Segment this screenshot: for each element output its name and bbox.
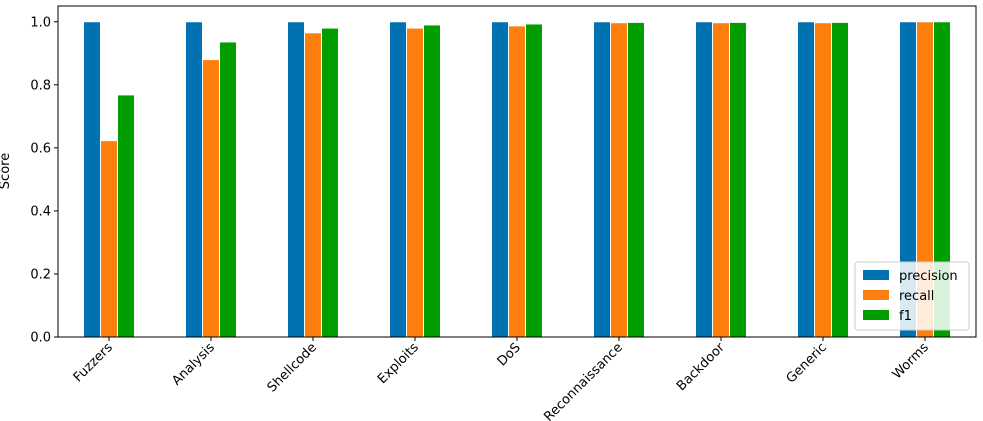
legend-swatch-recall (863, 290, 889, 300)
x-tick-label: Reconnaissance (541, 340, 626, 421)
bar-recall-dos (508, 25, 526, 338)
bar-recall-shellcode (304, 32, 322, 338)
bar-precision-fuzzers (83, 21, 101, 338)
bar-precision-reconnaissance (593, 21, 611, 338)
bars-group (83, 21, 951, 338)
bar-f1-exploits (423, 24, 441, 338)
bar-precision-dos (491, 21, 509, 338)
bar-precision-exploits (389, 21, 407, 338)
x-tick-label: Backdoor (674, 340, 728, 394)
bar-f1-generic (831, 21, 849, 338)
bar-precision-shellcode (287, 21, 305, 338)
x-tick-label: Generic (784, 340, 830, 386)
bar-precision-analysis (185, 21, 203, 338)
bar-recall-generic (814, 22, 832, 338)
y-axis-label: Score (0, 153, 13, 189)
legend-swatch-precision (863, 270, 889, 280)
x-axis: Fuzzers Analysis Shellcode Exploits DoS Recon… (71, 337, 932, 421)
y-tick-label: 0.4 (30, 204, 51, 219)
bar-recall-reconnaissance (610, 22, 628, 338)
y-axis: 0.0 0.2 0.4 0.6 0.8 1.0 (30, 15, 58, 346)
bar-f1-shellcode (321, 27, 339, 338)
legend-label-f1: f1 (899, 309, 912, 324)
bar-f1-analysis (219, 41, 237, 338)
legend: precision recall f1 (854, 261, 970, 331)
x-tick-label: Shellcode (265, 340, 320, 395)
legend-label-precision: precision (899, 269, 958, 284)
legend-swatch-f1 (863, 310, 889, 320)
bar-precision-backdoor (695, 21, 713, 338)
y-tick-label: 0.2 (30, 267, 51, 282)
x-tick-label: DoS (495, 340, 524, 369)
x-tick-label: Worms (890, 340, 932, 382)
bar-f1-backdoor (729, 21, 747, 338)
x-tick-label: Fuzzers (71, 340, 116, 385)
bar-f1-fuzzers (117, 94, 135, 338)
bar-f1-reconnaissance (627, 21, 645, 338)
bar-recall-fuzzers (100, 140, 118, 338)
y-tick-label: 1.0 (30, 15, 51, 30)
bar-recall-exploits (406, 27, 424, 338)
y-tick-label: 0.8 (30, 78, 51, 93)
x-tick-label: Exploits (375, 340, 422, 387)
bar-recall-analysis (202, 59, 220, 338)
legend-label-recall: recall (899, 289, 934, 304)
y-tick-label: 0.0 (30, 331, 51, 346)
x-tick-label: Analysis (169, 340, 218, 389)
bar-f1-dos (525, 23, 543, 338)
y-tick-label: 0.6 (30, 141, 51, 156)
bar-recall-backdoor (712, 22, 730, 338)
bar-precision-generic (797, 21, 815, 338)
